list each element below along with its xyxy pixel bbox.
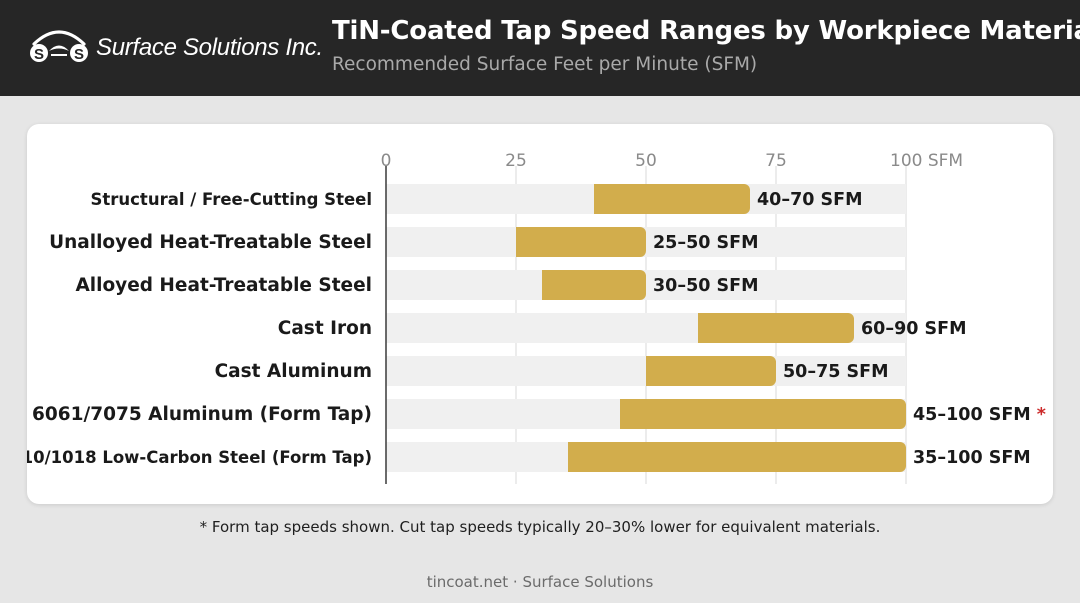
- range-bar: [646, 356, 776, 386]
- data-label: 25–50 SFM: [653, 233, 759, 253]
- range-bar: [620, 399, 906, 429]
- data-label: 50–75 SFM: [783, 362, 889, 382]
- range-bar-left-edge: [568, 442, 576, 472]
- range-bar: [594, 184, 750, 214]
- data-label: 35–100 SFM: [913, 448, 1031, 468]
- range-bar-left-edge: [646, 356, 654, 386]
- category-label: Alloyed Heat-Treatable Steel: [75, 275, 372, 296]
- svg-text:S: S: [34, 46, 44, 63]
- footnote-text: Form tap speeds shown. Cut tap speeds ty…: [207, 518, 881, 536]
- range-bar-left-edge: [620, 399, 628, 429]
- range-bar-left-edge: [698, 313, 706, 343]
- range-bar-left-edge: [594, 184, 602, 214]
- brand-name: Surface Solutions Inc.: [96, 34, 323, 61]
- data-label: 60–90 SFM: [861, 319, 967, 339]
- x-tick-label: 100 SFM: [890, 151, 963, 171]
- footnote-marker: *: [199, 518, 208, 536]
- brand-logo: S S Surface Solutions Inc.: [26, 18, 326, 78]
- page-title: TiN-Coated Tap Speed Ranges by Workpiece…: [332, 16, 1080, 46]
- logo-mark-icon: S S: [30, 30, 88, 63]
- x-tick-label: 75: [765, 151, 787, 171]
- x-tick-label: 25: [505, 151, 527, 171]
- range-bar-left-edge: [516, 227, 524, 257]
- header-bar: S S Surface Solutions Inc. TiN-Coated Ta…: [0, 0, 1080, 96]
- x-tick-label: 50: [635, 151, 657, 171]
- range-bar: [568, 442, 906, 472]
- range-bar-left-edge: [542, 270, 550, 300]
- range-bar: [542, 270, 646, 300]
- category-label: 1010/1018 Low-Carbon Steel (Form Tap): [27, 448, 372, 467]
- category-label: Structural / Free-Cutting Steel: [91, 190, 373, 209]
- chart-card: 0 25 50 75 100 SFM Structural / Free-Cutting …: [27, 124, 1053, 504]
- range-bar: [516, 227, 646, 257]
- data-label: 40–70 SFM: [757, 190, 863, 210]
- category-label: Cast Iron: [278, 318, 372, 339]
- data-label: 45–100 SFM *: [913, 405, 1046, 425]
- footnote: * Form tap speeds shown. Cut tap speeds …: [0, 518, 1080, 536]
- page-subtitle: Recommended Surface Feet per Minute (SFM…: [332, 54, 758, 75]
- range-bar-chart: 0 25 50 75 100 SFM Structural / Free-Cutting …: [27, 151, 1046, 484]
- range-bar: [698, 313, 854, 343]
- data-label: 30–50 SFM: [653, 276, 759, 296]
- category-label: 6061/7075 Aluminum (Form Tap): [32, 404, 372, 425]
- category-label: Unalloyed Heat-Treatable Steel: [49, 232, 372, 253]
- category-label: Cast Aluminum: [215, 361, 372, 382]
- flag-marker: *: [1037, 405, 1046, 425]
- footer-credit: tincoat.net · Surface Solutions: [426, 573, 654, 591]
- x-tick-label: 0: [381, 151, 392, 171]
- svg-text:S: S: [74, 46, 84, 63]
